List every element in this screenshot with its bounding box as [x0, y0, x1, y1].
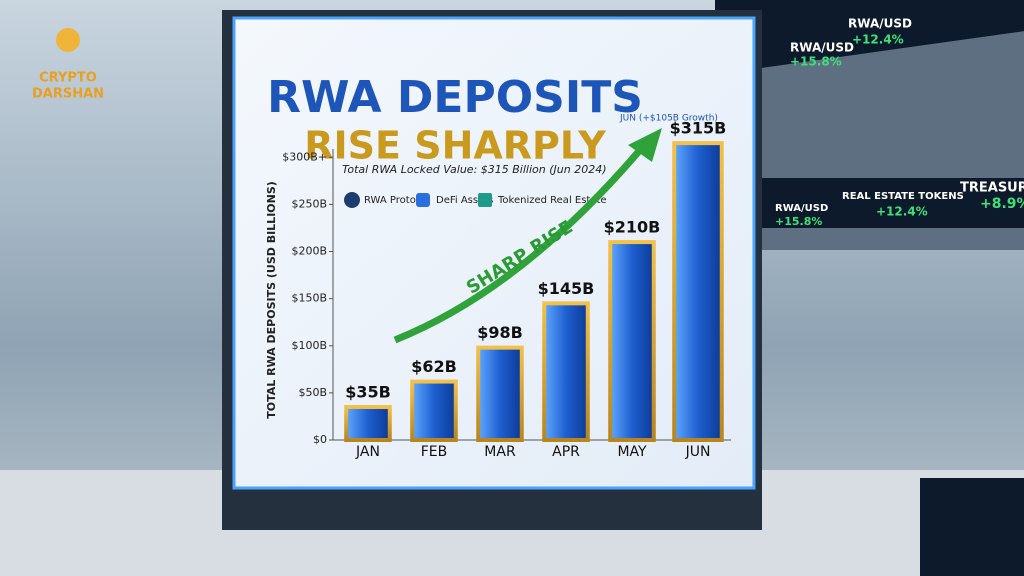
y-tick-label: $100B [291, 339, 327, 352]
chart-note: Total RWA Locked Value: $315 Billion (Ju… [342, 163, 607, 176]
bar [410, 379, 458, 443]
value-label: $62B [411, 357, 457, 376]
logo-icon [56, 28, 80, 52]
bar [476, 345, 524, 442]
source-icon [478, 193, 492, 207]
ticker-label: RWA/USD [775, 203, 828, 214]
x-tick-label: JAN [355, 444, 380, 460]
ticker-change: +15.8% [790, 55, 842, 69]
source-icon [416, 193, 430, 207]
ticker-label: RWA/USD [848, 17, 912, 31]
logo-text: DARSHAN [32, 87, 104, 102]
growth-note: JUN (+$105B Growth) [619, 114, 718, 124]
ticker-change: +12.4% [852, 33, 904, 47]
source-label: RWA Protocol [364, 195, 430, 206]
x-tick-label: FEB [421, 444, 448, 460]
source-icon [344, 192, 360, 208]
y-tick-label: $0 [313, 433, 327, 446]
value-label: $315B [670, 119, 727, 138]
y-tick-label: $250B [291, 197, 327, 210]
ticker-label: RWA/USD [790, 41, 854, 55]
y-tick-label: $200B [291, 245, 327, 258]
chart-title: RWA DEPOSITS [267, 72, 643, 123]
ticker-label: TREASURY [960, 181, 1024, 196]
y-tick-label: $50B [298, 386, 327, 399]
bar [542, 301, 590, 442]
y-tick-label: $150B [291, 292, 327, 305]
logo-text: CRYPTO [39, 71, 97, 86]
bar [672, 141, 724, 443]
ticker-label: REAL ESTATE TOKENS [842, 191, 964, 202]
ticker-change: +12.4% [876, 205, 928, 219]
bar [608, 240, 656, 442]
trend-arrowhead [628, 128, 662, 162]
trend-arrow [393, 147, 643, 344]
ticker-change: +15.8% [775, 215, 822, 228]
chart-subtitle: RISE SHARPLY [304, 124, 606, 168]
ticker-change: +8.9% [980, 196, 1024, 212]
x-tick-label: MAR [484, 444, 516, 460]
bar [344, 405, 392, 442]
value-label: $98B [477, 323, 523, 342]
chart: $0 $50B $100B $150B $200B $250B $300B+ JAN $35B F… [282, 119, 731, 460]
value-label: $35B [345, 383, 391, 402]
y-tick-label: $300B+ [282, 150, 327, 163]
x-tick-label: APR [552, 444, 580, 460]
value-label: $145B [538, 279, 595, 298]
x-tick-label: MAY [617, 444, 647, 460]
source-label: DeFi Assets [436, 195, 493, 206]
x-tick-label: JUN [685, 444, 711, 460]
y-axis-label: TOTAL RWA DEPOSITS (USD BILLIONS) [265, 181, 278, 419]
ticker-board [715, 0, 1024, 576]
value-label: $210B [604, 218, 661, 237]
source-label: Tokenized Real Estate [497, 195, 607, 206]
